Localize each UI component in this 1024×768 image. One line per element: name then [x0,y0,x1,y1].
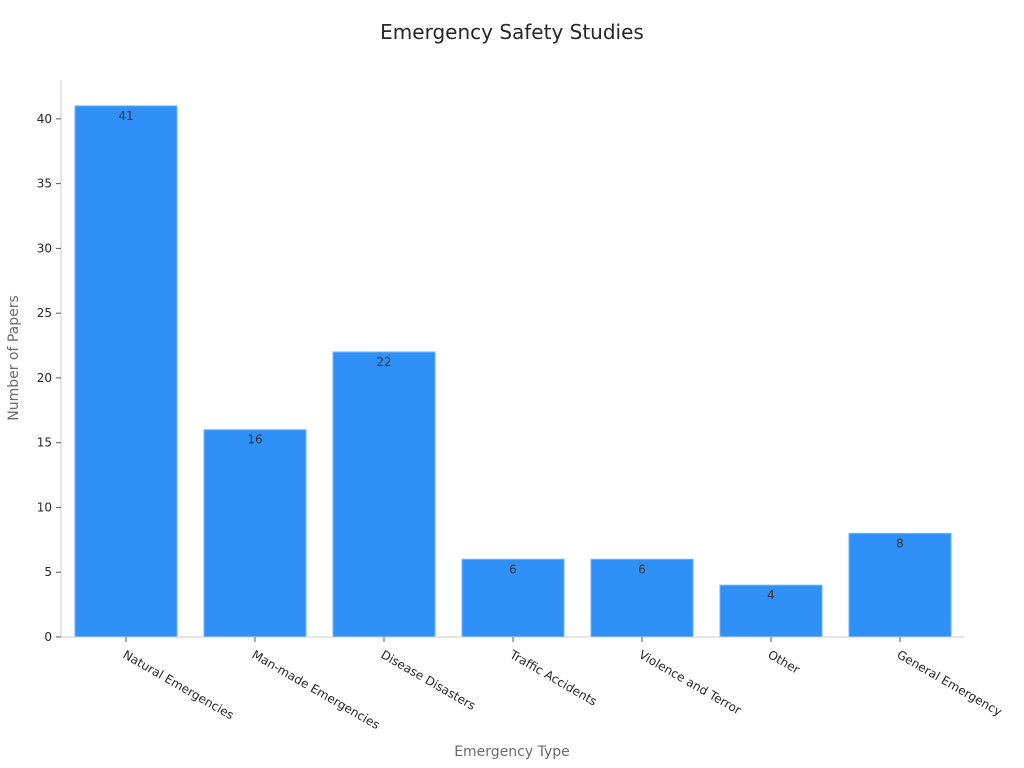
bar-value-label: 6 [638,562,646,576]
y-tick-label: 25 [37,306,52,320]
bar [719,584,823,638]
bar-value-label: 8 [896,536,904,550]
y-tick-label: 10 [37,500,52,514]
y-tick-label: 35 [37,177,52,191]
bars-group: 41 16 22 6 6 4 8 [74,105,952,638]
y-axis: 0 5 10 15 20 25 30 35 40 [37,80,62,644]
x-tick-label: Man-made Emergencies [250,647,383,732]
bar-value-label: 6 [509,562,517,576]
bar [461,558,565,638]
x-tick-label: Natural Emergencies [121,647,237,722]
chart-title: Emergency Safety Studies [380,20,644,44]
bar-value-label: 16 [247,433,262,447]
bar [203,429,307,638]
bar [332,351,436,638]
bar-value-label: 22 [376,355,391,369]
x-tick-label: Disease Disasters [379,647,478,712]
y-axis-title: Number of Papers [6,295,22,421]
y-tick-label: 30 [37,241,52,255]
y-tick-label: 15 [37,436,52,450]
bar [590,558,694,638]
x-tick-label: Other [766,647,803,676]
y-tick-label: 40 [37,112,52,126]
x-axis: Natural Emergencies Man-made EmergenciesD… [61,636,1005,732]
y-tick-label: 0 [44,630,52,644]
x-tick-label: Violence and Terror [637,647,744,717]
y-tick-label: 20 [37,371,52,385]
bar [848,532,952,638]
bar [74,105,178,638]
y-tick-label: 5 [44,565,52,579]
x-tick-label: General Emergency [895,647,1005,719]
x-axis-title: Emergency Type [454,744,570,760]
bar-value-label: 41 [118,109,133,123]
bar-value-label: 4 [767,588,775,602]
x-tick-label: Traffic Accidents [507,647,600,709]
